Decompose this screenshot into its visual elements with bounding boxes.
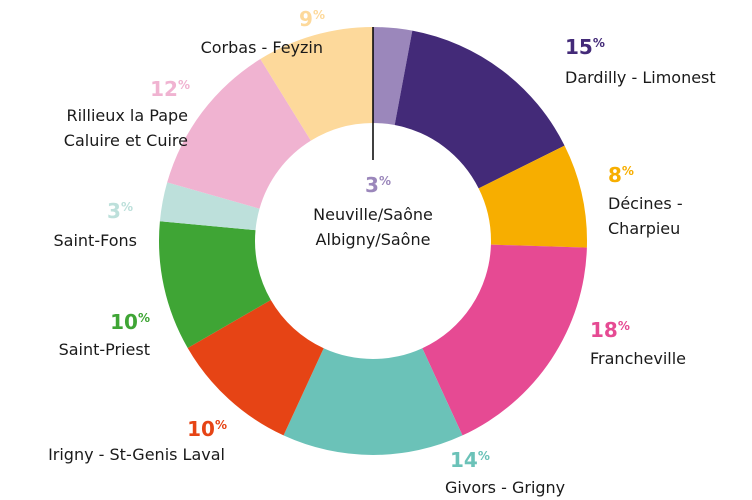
label-line: Caluire et Cuire [64,131,188,150]
value-label: 3% [365,173,391,197]
label-line: Neuville/Saône [313,205,433,224]
label-line: Irigny - St-Genis Laval [48,445,225,464]
value-label: 15% [565,35,605,59]
donut-slice [159,182,260,231]
donut-slice [283,348,463,455]
value-unit: % [215,418,227,432]
category-label: Givors - Grigny [445,478,565,497]
label-line: Charpieu [608,219,680,238]
value-label: 3% [107,199,133,223]
value-number: 9 [299,7,313,31]
donut-slice [422,244,587,436]
category-label: Corbas - Feyzin [201,38,323,57]
donut-slice [159,221,271,348]
value-unit: % [618,319,630,333]
donut-slice [394,30,565,189]
label-line: Albigny/Saône [316,230,431,249]
value-number: 3 [365,173,379,197]
value-number: 12 [150,77,178,101]
value-number: 8 [608,163,622,187]
category-label: Dardilly - Limonest [565,68,716,87]
value-label: 10% [187,417,227,441]
category-label: Rillieux la Pape Caluire et Cuire [64,106,188,150]
category-label: Saint-Priest [59,340,150,359]
label-line: Corbas - Feyzin [201,38,323,57]
label-line: Décines - [608,194,683,213]
label-line: Givors - Grigny [445,478,565,497]
value-label: 12% [150,77,190,101]
value-unit: % [313,8,325,22]
category-label: Saint-Fons [54,231,138,250]
value-unit: % [593,36,605,50]
value-number: 14 [450,448,478,472]
value-unit: % [138,311,150,325]
value-unit: % [478,449,490,463]
value-label: 8% [608,163,634,187]
value-number: 15 [565,35,593,59]
donut-slice [260,27,373,141]
donut [159,27,587,455]
value-number: 10 [110,310,138,334]
value-unit: % [622,164,634,178]
label-line: Rillieux la Pape [66,106,188,125]
value-label: 14% [450,448,490,472]
label-line: Dardilly - Limonest [565,68,716,87]
value-number: 3 [107,199,121,223]
value-unit: % [178,78,190,92]
value-label: 18% [590,318,630,342]
category-label: Neuville/Saône Albigny/Saône [313,205,433,249]
donut-slice [167,59,311,209]
value-number: 10 [187,417,215,441]
donut-slice [373,27,413,126]
label-line: Saint-Fons [54,231,138,250]
value-label: 10% [110,310,150,334]
donut-slice [478,145,587,248]
value-unit: % [121,200,133,214]
category-label: Francheville [590,349,686,368]
category-label: Irigny - St-Genis Laval [48,445,225,464]
label-line: Saint-Priest [59,340,150,359]
value-label: 9% [299,7,325,31]
donut-slice [187,300,324,436]
label-line: Francheville [590,349,686,368]
category-label: Décines - Charpieu [608,194,683,238]
value-unit: % [379,174,391,188]
value-number: 18 [590,318,618,342]
